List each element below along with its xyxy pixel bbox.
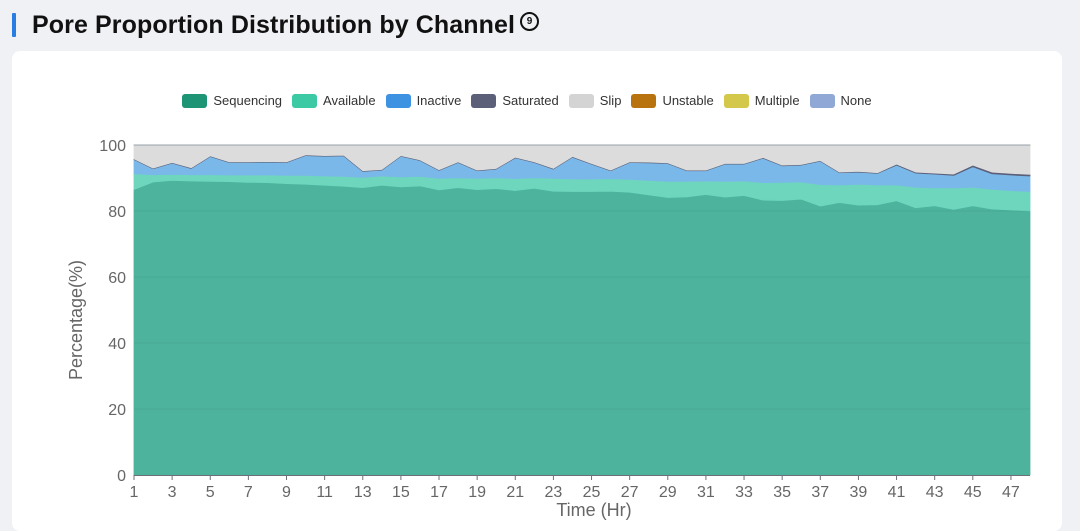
legend-item-multiple[interactable]: Multiple [723, 93, 800, 108]
x-tick-label-21: 21 [506, 484, 524, 501]
x-tick-label-43: 43 [926, 484, 944, 501]
page-title: Pore Proportion Distribution by Channel [32, 10, 516, 39]
legend-label-unstable: Unstable [662, 93, 714, 108]
x-axis-title: Time (Hr) [556, 500, 631, 520]
y-tick-label-100: 100 [99, 138, 126, 155]
y-tick-label-20: 20 [108, 402, 126, 419]
legend-label-inactive: Inactive [416, 93, 462, 108]
legend-label-saturated: Saturated [502, 93, 559, 108]
legend-label-multiple: Multiple [754, 93, 800, 108]
info-icon[interactable]: 9 [520, 11, 540, 31]
header-accent-bar [12, 13, 16, 37]
x-tick-label-11: 11 [316, 484, 333, 501]
legend-swatch-unstable [631, 93, 657, 108]
x-tick-label-7: 7 [244, 484, 253, 501]
chart-legend: Sequencing Available Inactive Saturated Slip… [2, 93, 1052, 108]
legend-swatch-multiple [723, 93, 749, 108]
legend-item-none[interactable]: None [809, 93, 872, 108]
x-tick-label-9: 9 [282, 484, 291, 501]
x-tick-label-41: 41 [888, 484, 906, 501]
x-tick-label-5: 5 [206, 484, 215, 501]
x-tick-label-45: 45 [964, 484, 982, 501]
chart-card: Sequencing Available Inactive Saturated Slip… [12, 51, 1062, 531]
legend-swatch-none [809, 93, 835, 108]
legend-swatch-available [292, 93, 318, 108]
x-tick-label-1: 1 [130, 484, 139, 501]
y-tick-label-60: 60 [108, 270, 126, 287]
legend-swatch-saturated [471, 93, 497, 108]
x-tick-label-15: 15 [392, 484, 410, 501]
section-header: Pore Proportion Distribution by Channel … [12, 8, 540, 42]
x-tick-label-23: 23 [545, 484, 563, 501]
x-tick-label-35: 35 [773, 484, 791, 501]
legend-item-available[interactable]: Available [292, 93, 376, 108]
legend-item-slip[interactable]: Slip [568, 93, 622, 108]
legend-label-available: Available [323, 93, 376, 108]
legend-label-slip: Slip [599, 93, 622, 108]
x-tick-label-3: 3 [168, 484, 177, 501]
legend-swatch-inactive [385, 93, 411, 108]
area-layers [133, 144, 1031, 476]
x-tick-label-13: 13 [354, 484, 372, 501]
y-axis-title: Percentage(%) [66, 260, 86, 380]
y-tick-label-40: 40 [108, 336, 126, 353]
y-tick-label-80: 80 [108, 204, 126, 221]
grid-lines [134, 144, 1030, 410]
legend-label-none: None [840, 93, 872, 108]
legend-swatch-sequencing [182, 93, 208, 108]
x-tick-label-39: 39 [850, 484, 868, 501]
x-tick-label-37: 37 [811, 484, 829, 501]
area-sequencing [133, 179, 1031, 476]
x-tick-label-31: 31 [697, 484, 715, 501]
x-tick-label-19: 19 [468, 484, 486, 501]
x-tick-label-17: 17 [430, 484, 448, 501]
legend-swatch-slip [568, 93, 594, 108]
legend-item-saturated[interactable]: Saturated [471, 93, 559, 108]
x-tick-label-25: 25 [583, 484, 601, 501]
legend-item-inactive[interactable]: Inactive [385, 93, 462, 108]
x-tick-label-27: 27 [621, 484, 639, 501]
x-tick-label-33: 33 [735, 484, 753, 501]
legend-item-sequencing[interactable]: Sequencing [182, 93, 282, 108]
legend-item-unstable[interactable]: Unstable [631, 93, 714, 108]
x-tick-label-29: 29 [659, 484, 677, 501]
y-tick-label-0: 0 [117, 468, 126, 485]
x-tick-label-47: 47 [1002, 484, 1020, 501]
legend-label-sequencing: Sequencing [213, 93, 283, 108]
